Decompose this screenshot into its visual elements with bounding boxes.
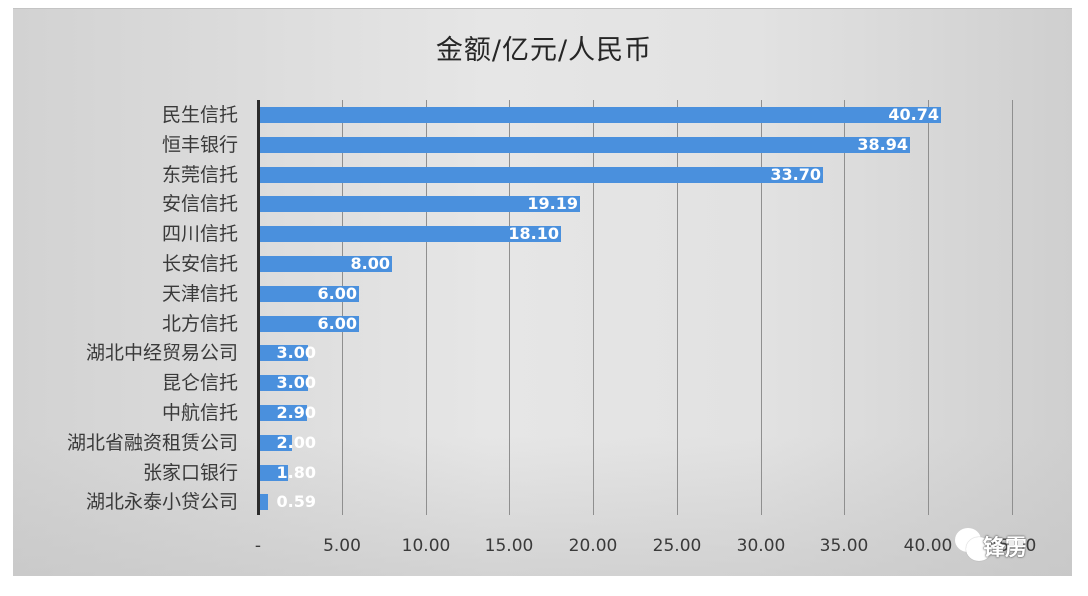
gridline (928, 100, 929, 515)
bar (258, 167, 823, 183)
bar-value-label: 33.70 (770, 165, 821, 184)
bar (258, 137, 910, 153)
category-label: 安信信托 (161, 193, 238, 215)
bar-value-label: 3.00 (276, 373, 316, 392)
bar (258, 345, 308, 361)
bar (258, 107, 941, 123)
bar (258, 405, 307, 421)
bar-value-label: 2.90 (276, 403, 316, 422)
x-tick-label: 35.00 (819, 536, 869, 556)
category-label: 湖北中经贸易公司 (85, 342, 238, 364)
gridline (844, 100, 845, 515)
bar-value-label: 19.19 (527, 194, 578, 213)
bar-value-label: 3.00 (276, 343, 316, 362)
gridline (509, 100, 510, 515)
watermark: 锋雳 (955, 528, 1055, 564)
category-label: 中航信托 (161, 402, 238, 424)
category-label: 四川信托 (161, 223, 238, 245)
gridline (677, 100, 678, 515)
bar (258, 494, 268, 510)
bar-value-label: 38.94 (857, 135, 908, 154)
x-tick-label: 40.00 (903, 536, 953, 556)
gridline (342, 100, 343, 515)
bar (258, 256, 392, 272)
bar (258, 316, 359, 332)
gridline (1012, 100, 1013, 515)
gridline (426, 100, 427, 515)
category-label: 昆仑信托 (161, 372, 238, 394)
x-tick-label: 10.00 (401, 536, 451, 556)
bar-value-label: 6.00 (317, 284, 357, 303)
bar (258, 375, 308, 391)
bar-value-label: 40.74 (888, 105, 939, 124)
chart-title: 金额/亿元/人民币 (435, 35, 653, 66)
category-label: 东莞信托 (161, 164, 238, 186)
x-tick-label: - (254, 536, 262, 556)
bar (258, 196, 580, 212)
x-tick-label: 30.00 (736, 536, 786, 556)
category-label: 张家口银行 (142, 462, 238, 484)
chart-frame (13, 8, 1072, 576)
x-tick-label: 25.00 (652, 536, 702, 556)
category-label: 民生信托 (161, 104, 238, 126)
category-label: 湖北永泰小贷公司 (85, 491, 238, 513)
x-tick-label: 15.00 (484, 536, 534, 556)
bar-value-label: 1.80 (276, 463, 316, 482)
x-tick-label: 45.00 (987, 536, 1037, 556)
bar (258, 435, 292, 451)
wechat-icon-bubble-2 (966, 537, 992, 561)
bar-value-label: 8.00 (350, 254, 390, 273)
x-tick-label: 20.00 (568, 536, 618, 556)
gridline (761, 100, 762, 515)
bar-value-label: 18.10 (508, 224, 559, 243)
category-label: 天津信托 (161, 283, 238, 305)
gridline (593, 100, 594, 515)
category-label: 北方信托 (161, 313, 238, 335)
x-tick-label: 5.00 (323, 536, 361, 556)
bar (258, 465, 288, 481)
watermark-text: 锋雳 (983, 536, 1028, 561)
y-axis-line (257, 100, 260, 515)
bar-value-label: 0.59 (276, 492, 316, 511)
category-label: 长安信托 (161, 253, 238, 275)
bar (258, 226, 561, 242)
bar (258, 286, 359, 302)
category-label: 湖北省融资租赁公司 (66, 432, 238, 454)
category-label: 恒丰银行 (161, 134, 238, 156)
bar-value-label: 6.00 (317, 314, 357, 333)
bar-value-label: 2.00 (276, 433, 316, 452)
